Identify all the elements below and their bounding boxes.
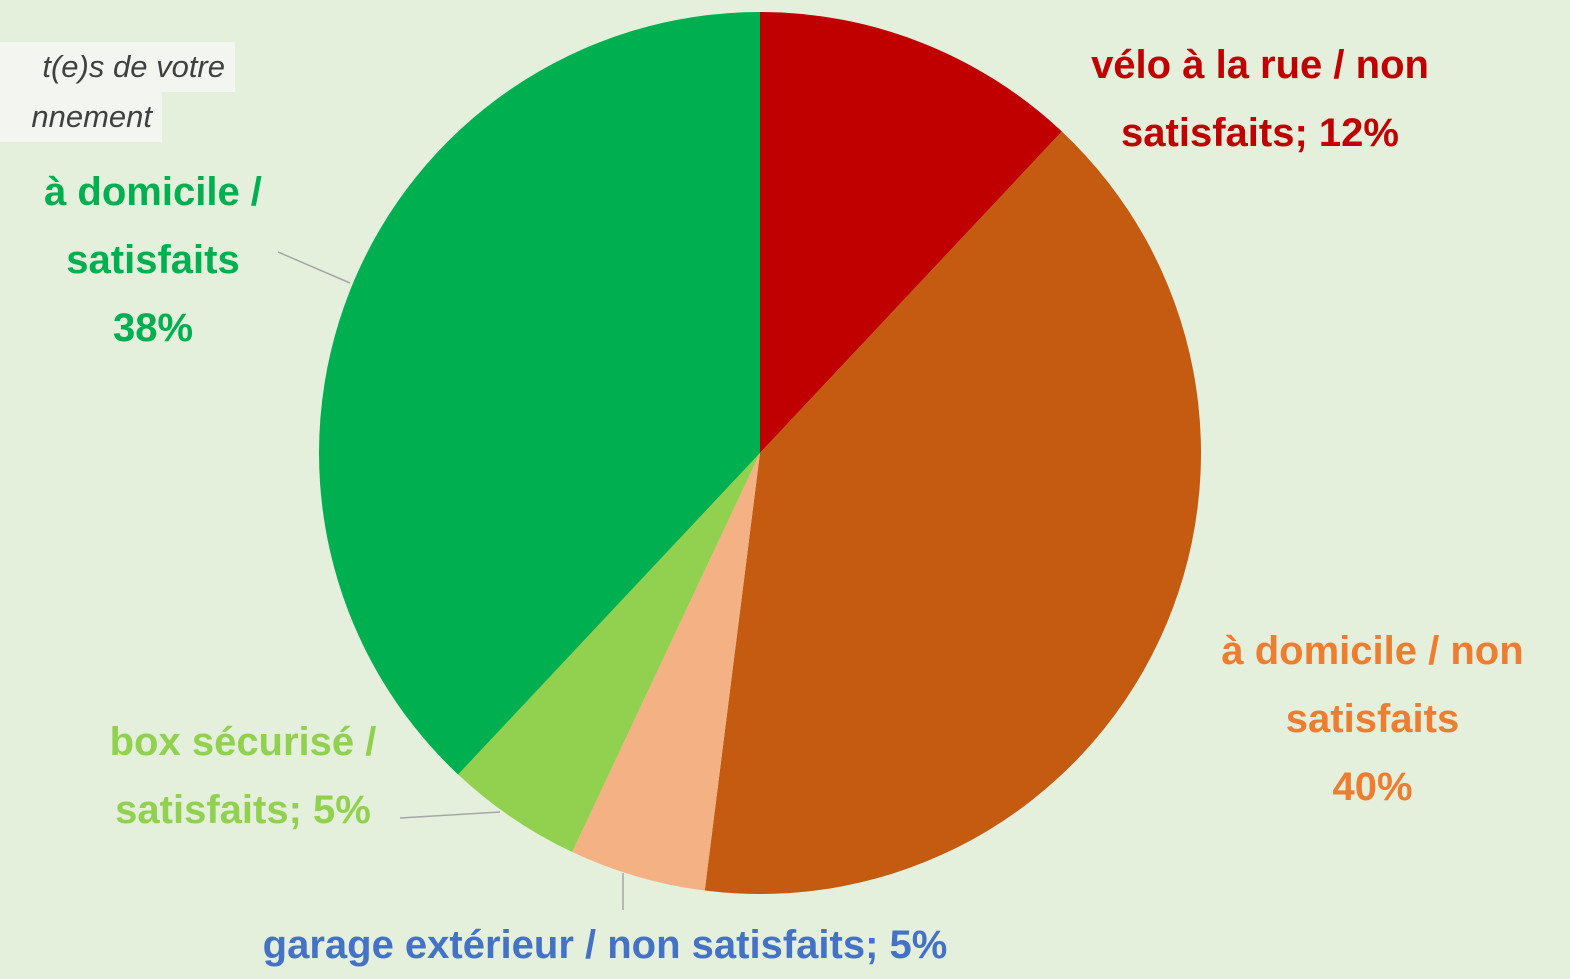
leader-line	[277, 251, 351, 284]
value-label: 40%	[1332, 765, 1413, 809]
annotation: t(e)s de votre	[0, 42, 235, 92]
pie-slice	[572, 453, 760, 891]
value-label: 5%	[313, 788, 371, 832]
slice-label: box sécurisé / satisfaits; 5%	[73, 708, 413, 844]
pie-slice	[760, 12, 1062, 453]
category-label: à domicile / non satisfaits	[1221, 629, 1524, 741]
category-label: garage extérieur / non satisfaits;	[262, 923, 879, 967]
value-label: 12%	[1318, 111, 1399, 155]
annotation: nnement	[0, 92, 162, 142]
value-label: 5%	[889, 923, 948, 967]
category-label: à domicile / satisfaits	[44, 170, 262, 282]
leader-line	[399, 811, 501, 819]
pie-slice	[318, 12, 760, 775]
value-label: 38%	[112, 306, 194, 350]
pie-slice	[458, 453, 760, 853]
pie-slice	[704, 131, 1201, 894]
slice-label: à domicile / satisfaits 38%	[3, 158, 303, 362]
slice-label: garage extérieur / non satisfaits; 5%	[150, 911, 1060, 979]
slice-label: à domicile / non satisfaits 40%	[1175, 617, 1570, 821]
category-label: box sécurisé / satisfaits;	[109, 720, 377, 832]
slice-label: vélo à la rue / non satisfaits; 12%	[1030, 31, 1490, 167]
category-label: vélo à la rue / non satisfaits;	[1091, 43, 1429, 155]
